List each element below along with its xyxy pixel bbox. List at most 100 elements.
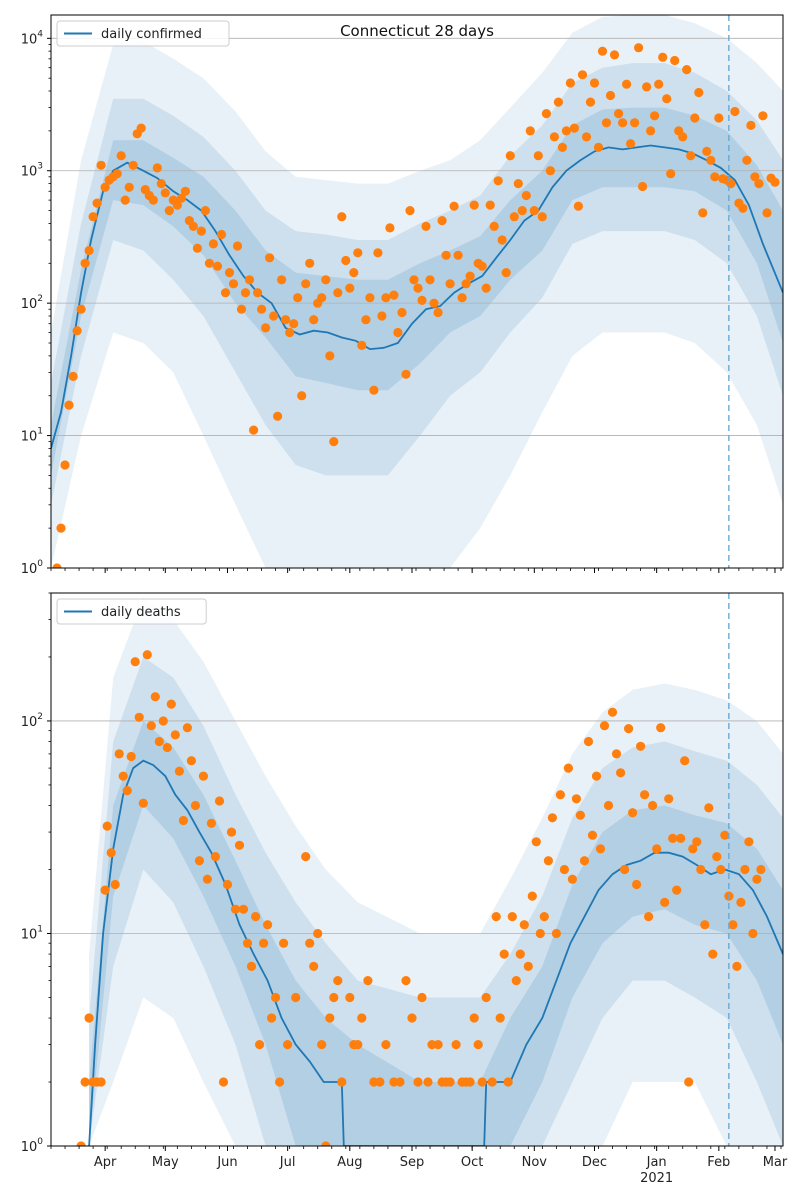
data-point xyxy=(156,179,166,189)
data-point xyxy=(575,810,586,820)
data-point xyxy=(246,961,257,972)
data-point xyxy=(517,206,527,216)
data-point xyxy=(569,123,580,133)
data-point xyxy=(441,250,451,260)
data-point xyxy=(611,749,622,759)
data-point xyxy=(515,949,525,959)
data-point xyxy=(321,275,331,285)
data-point xyxy=(230,904,241,914)
uncertainty-band-outer xyxy=(89,597,783,1146)
data-point xyxy=(465,1077,475,1087)
data-point xyxy=(449,201,459,211)
data-point xyxy=(491,912,501,922)
data-point xyxy=(413,283,423,293)
data-point xyxy=(503,1077,513,1087)
data-point xyxy=(136,123,146,133)
legend: daily deaths xyxy=(56,598,207,625)
data-point xyxy=(688,844,698,854)
data-point xyxy=(279,938,289,948)
data-point xyxy=(226,827,237,837)
plot-area xyxy=(51,15,783,568)
data-point xyxy=(333,976,343,986)
data-point xyxy=(740,864,750,875)
data-point xyxy=(646,126,656,136)
x-tick-label: Sep xyxy=(400,1155,425,1170)
data-point xyxy=(577,70,588,80)
data-point xyxy=(407,1013,417,1023)
data-point xyxy=(429,298,439,308)
data-point xyxy=(251,912,261,922)
y-tick-label: 100 xyxy=(21,1137,44,1155)
data-point xyxy=(60,460,70,470)
data-point xyxy=(742,155,752,165)
data-point xyxy=(513,179,523,189)
data-point xyxy=(529,206,539,216)
data-point xyxy=(236,304,247,314)
data-point xyxy=(678,132,688,142)
data-point xyxy=(178,815,188,826)
data-point xyxy=(76,1141,86,1146)
data-point xyxy=(301,852,311,862)
data-point xyxy=(52,563,62,568)
uncertainty-band-middle xyxy=(89,657,783,1146)
uncertainty-band-inner xyxy=(89,721,783,1146)
data-point xyxy=(329,992,339,1003)
data-point xyxy=(96,160,106,170)
data-point xyxy=(547,813,558,823)
data-point xyxy=(770,177,780,187)
data-point xyxy=(162,742,172,753)
data-point xyxy=(481,992,491,1003)
data-point xyxy=(573,201,584,211)
data-point xyxy=(650,111,660,121)
x-year-label: 2021 xyxy=(640,1171,673,1186)
data-point xyxy=(710,172,720,182)
y-tick-label: 104 xyxy=(21,29,44,47)
data-point xyxy=(706,155,716,165)
data-point xyxy=(591,771,602,781)
data-point xyxy=(423,1077,433,1087)
data-point xyxy=(644,912,654,922)
data-point xyxy=(152,163,162,173)
data-point xyxy=(433,307,443,318)
data-point xyxy=(124,182,134,192)
data-point xyxy=(489,221,499,231)
data-point xyxy=(218,1077,229,1087)
data-point xyxy=(265,253,275,263)
data-point xyxy=(273,411,283,421)
data-point xyxy=(385,223,395,233)
data-point xyxy=(345,283,355,293)
data-point xyxy=(186,756,196,766)
data-point xyxy=(473,1040,483,1050)
data-point xyxy=(748,928,758,939)
data-point xyxy=(395,1077,405,1087)
data-point xyxy=(196,226,206,236)
data-point xyxy=(704,803,714,813)
data-point xyxy=(417,992,427,1003)
data-point xyxy=(425,275,435,285)
data-point xyxy=(690,113,700,123)
data-point xyxy=(744,837,754,847)
data-point xyxy=(291,992,301,1003)
legend: daily confirmed xyxy=(56,20,230,47)
data-point xyxy=(551,928,562,939)
data-point xyxy=(666,169,676,179)
data-point xyxy=(726,179,736,189)
data-point xyxy=(56,523,66,533)
data-point xyxy=(686,151,696,161)
data-point xyxy=(220,288,231,298)
data-point xyxy=(180,186,190,196)
data-point xyxy=(730,106,740,117)
data-point xyxy=(561,126,572,136)
data-point xyxy=(114,749,124,759)
data-point xyxy=(285,327,295,338)
data-point xyxy=(341,255,351,266)
data-point xyxy=(519,920,529,930)
data-point xyxy=(563,763,574,773)
data-point xyxy=(493,176,503,186)
data-point xyxy=(537,212,547,222)
data-point xyxy=(146,721,156,731)
data-point xyxy=(523,961,533,972)
data-point xyxy=(283,1040,293,1050)
data-point xyxy=(325,1013,335,1023)
data-point xyxy=(559,864,570,875)
